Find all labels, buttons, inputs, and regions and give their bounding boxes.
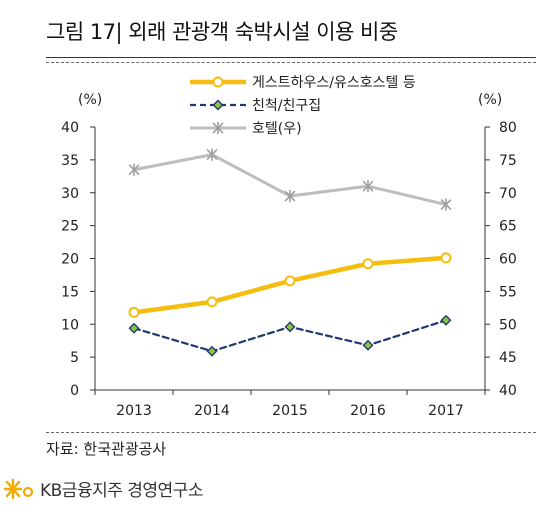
axes: 0 5 10 15 20 25 30 35 40 40 45 50 55 60 65 70 75 80 2013 20… [61, 92, 517, 419]
data-point [440, 198, 452, 211]
brand-logo: KB금융지주 경영연구소 [4, 476, 203, 501]
right-tick-label: 75 [499, 153, 517, 169]
left-tick-label: 30 [61, 186, 79, 202]
data-point [284, 275, 296, 287]
legend-label: 호텔(우) [252, 121, 302, 137]
brand-name: KB금융지주 경영연구소 [40, 481, 203, 501]
series-1 [128, 314, 452, 357]
data-point [128, 322, 140, 334]
data-point [212, 76, 224, 88]
data-point [128, 306, 140, 318]
left-tick-label: 40 [61, 120, 79, 136]
data-point [284, 189, 296, 203]
legend-label: 게스트하우스/유스호스텔 등 [252, 75, 416, 91]
right-tick-label: 50 [499, 317, 517, 333]
title-dashed-rule [46, 62, 536, 63]
series-layer [128, 148, 452, 357]
left-tick-label: 25 [61, 219, 79, 235]
source-note: 자료: 한국관광공사 [46, 440, 167, 458]
left-tick-label: 10 [61, 317, 79, 333]
data-point [362, 179, 374, 193]
x-tick-label: 2013 [116, 403, 152, 419]
legend-item-2: 호텔(우) [190, 121, 302, 137]
data-point [440, 252, 452, 264]
data-point [212, 99, 224, 111]
right-tick-label: 80 [499, 120, 517, 136]
x-tick-label: 2015 [272, 403, 308, 419]
data-point [440, 314, 452, 326]
right-tick-label: 55 [499, 284, 517, 300]
left-axis-unit: (%) [78, 92, 102, 108]
data-point [284, 321, 296, 333]
data-point [206, 296, 218, 308]
data-point [206, 148, 218, 161]
series-0 [128, 252, 452, 318]
right-tick-label: 45 [499, 350, 517, 366]
x-tick-label: 2016 [350, 403, 386, 419]
left-tick-label: 20 [61, 252, 79, 268]
x-tick-label: 2017 [428, 403, 464, 419]
right-tick-label: 60 [499, 252, 517, 268]
left-tick-label: 15 [61, 284, 79, 300]
right-axis-unit: (%) [478, 92, 502, 108]
data-point [362, 258, 374, 270]
data-point [212, 121, 224, 135]
right-tick-label: 70 [499, 186, 517, 202]
chart-title: 그림 17| 외래 관광객 숙박시설 이용 비중 [46, 20, 398, 44]
data-point [362, 339, 374, 351]
data-point [128, 163, 140, 177]
left-tick-label: 35 [61, 153, 79, 169]
legend-label: 친척/친구집 [252, 98, 321, 114]
data-point [206, 345, 218, 357]
right-tick-label: 40 [499, 383, 517, 399]
title-underline [46, 57, 536, 58]
series-2 [128, 148, 452, 211]
left-tick-label: 0 [70, 383, 79, 399]
legend-item-0: 게스트하우스/유스호스텔 등 [190, 75, 416, 91]
kb-star-icon [4, 478, 34, 499]
legend-item-1: 친척/친구집 [190, 98, 321, 114]
left-tick-label: 5 [70, 350, 79, 366]
right-tick-label: 65 [499, 219, 517, 235]
x-tick-label: 2014 [194, 403, 230, 419]
source-dashed-rule [46, 432, 536, 433]
chart-area: 0 5 10 15 20 25 30 35 40 40 45 50 55 60 65 70 75 80 2013 20… [61, 75, 517, 419]
